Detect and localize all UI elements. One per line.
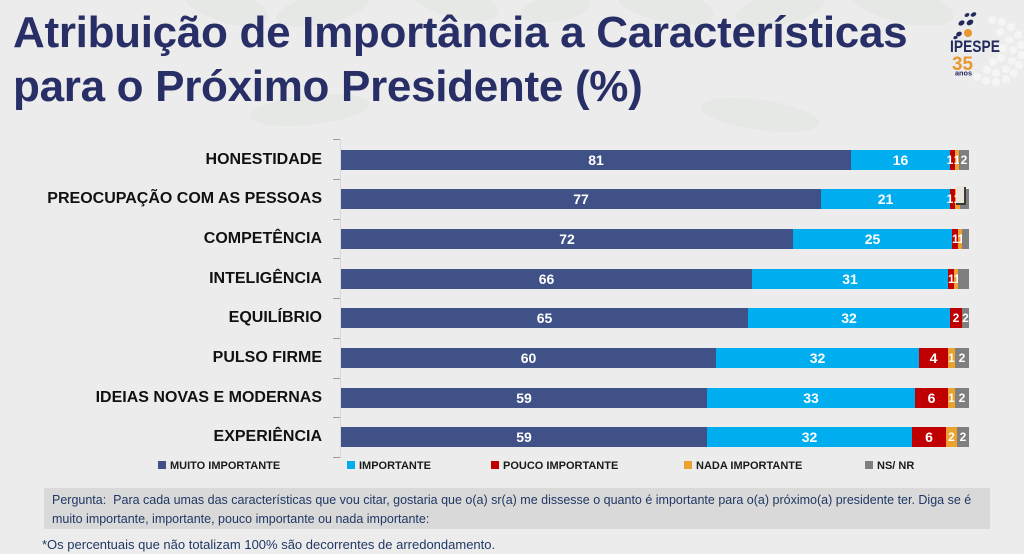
svg-text:35: 35 [952,54,973,75]
svg-text:IPESPE: IPESPE [950,38,1000,56]
svg-text:anos: anos [955,71,972,78]
